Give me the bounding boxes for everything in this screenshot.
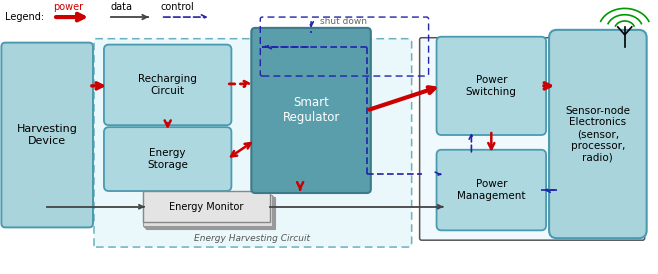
Text: control: control — [161, 2, 195, 12]
Bar — [146, 197, 275, 229]
FancyBboxPatch shape — [436, 37, 546, 135]
FancyBboxPatch shape — [1, 43, 93, 227]
Text: data: data — [111, 2, 133, 12]
Text: Energy
Storage: Energy Storage — [147, 148, 188, 170]
FancyBboxPatch shape — [420, 38, 645, 240]
Text: Recharging
Circuit: Recharging Circuit — [138, 74, 197, 96]
Text: Energy Harvesting Circuit: Energy Harvesting Circuit — [194, 234, 311, 243]
Bar — [144, 196, 273, 227]
Text: Power
Management: Power Management — [457, 179, 526, 201]
FancyBboxPatch shape — [251, 28, 371, 193]
FancyBboxPatch shape — [436, 150, 546, 230]
Text: Sensor-node
Electronics
(sensor,
processor,
radio): Sensor-node Electronics (sensor, process… — [565, 106, 630, 162]
Text: Legend:: Legend: — [5, 12, 45, 22]
Text: Energy Monitor: Energy Monitor — [169, 202, 243, 212]
Bar — [143, 191, 270, 222]
FancyBboxPatch shape — [104, 45, 232, 125]
Bar — [145, 196, 274, 228]
FancyBboxPatch shape — [549, 30, 647, 238]
Text: power: power — [53, 2, 84, 12]
FancyBboxPatch shape — [104, 127, 232, 191]
Bar — [143, 195, 272, 226]
FancyBboxPatch shape — [94, 39, 412, 247]
Text: Harvesting
Device: Harvesting Device — [16, 124, 78, 146]
Text: Smart
Regulator: Smart Regulator — [282, 96, 340, 124]
Text: Power
Switching: Power Switching — [466, 75, 517, 97]
Text: shut down: shut down — [320, 17, 367, 26]
